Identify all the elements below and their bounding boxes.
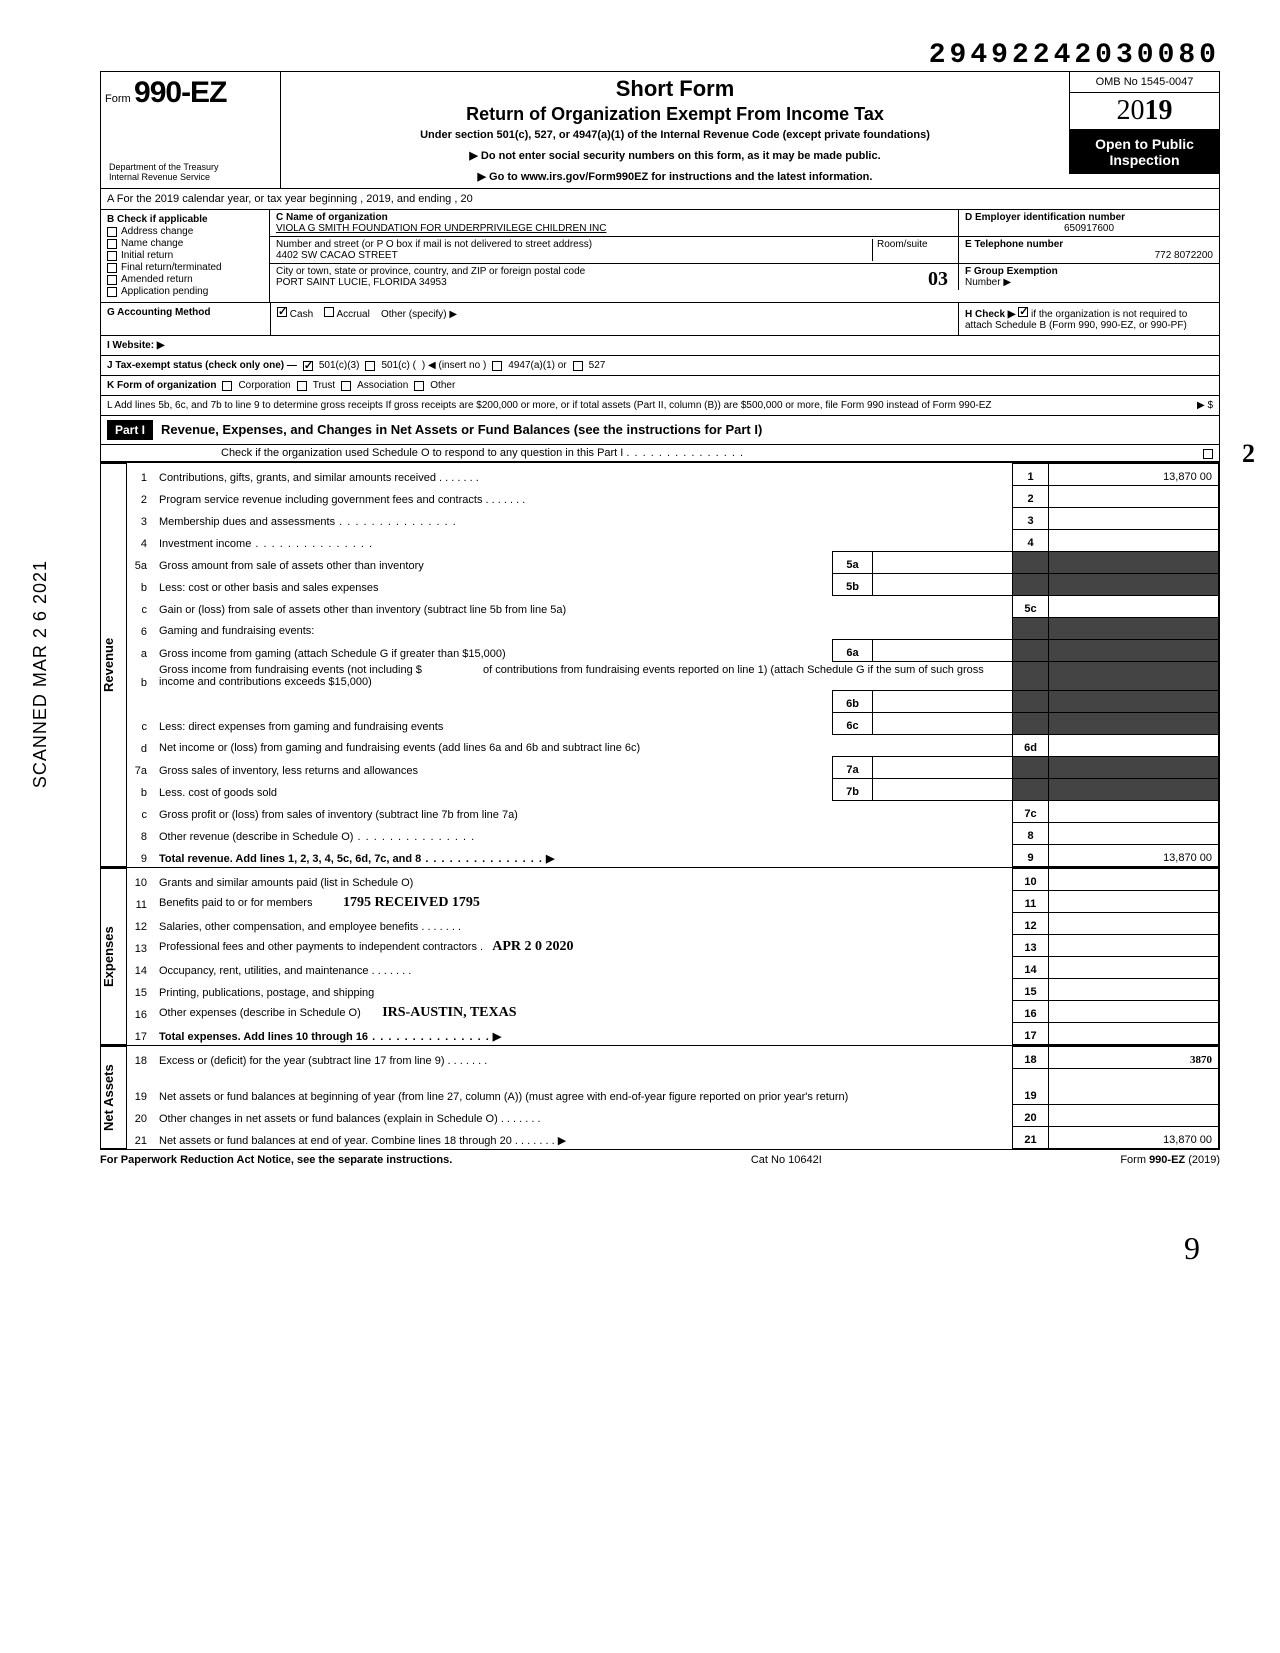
label-e: E Telephone number [965, 239, 1213, 250]
line-g-h: G Accounting Method Cash Accrual Other (… [100, 303, 1220, 336]
part-1-check-text: Check if the organization used Schedule … [221, 447, 623, 459]
footer-mid: Cat No 10642I [751, 1154, 822, 1166]
label-addr: Number and street (or P O box if mail is… [276, 239, 872, 250]
footer-right: Form 990-EZ (2019) [1120, 1154, 1220, 1166]
dept-label: Department of the Treasury [109, 162, 268, 172]
handwritten-2: 2 [1242, 439, 1255, 469]
line-k: K Form of organization Corporation Trust… [100, 376, 1220, 396]
chk-501c[interactable] [365, 361, 375, 371]
expenses-section: Expenses 10Grants and similar amounts pa… [100, 868, 1220, 1046]
stamp-date: APR 2 0 2020 [492, 939, 573, 954]
telephone-value: 772 8072200 [965, 250, 1213, 261]
line-j: J Tax-exempt status (check only one) — 5… [100, 356, 1220, 376]
chk-h[interactable] [1018, 307, 1028, 317]
form-number: 990-EZ [134, 76, 226, 110]
chk-501c3[interactable] [303, 361, 313, 371]
section-b: B Check if applicable Address change Nam… [100, 210, 270, 303]
ein-value: 650917600 [965, 223, 1213, 234]
chk-initial-return[interactable] [107, 251, 117, 261]
label-c: C Name of organization [276, 212, 952, 223]
chk-amended-return[interactable] [107, 275, 117, 285]
net-assets-section: Net Assets 18Excess or (deficit) for the… [100, 1046, 1220, 1150]
line-a: A For the 2019 calendar year, or tax yea… [100, 189, 1220, 210]
chk-corp[interactable] [222, 381, 232, 391]
main-title: Return of Organization Exempt From Incom… [289, 104, 1061, 125]
room-suite-label: Room/suite [872, 239, 952, 261]
stamp-received: 1795 RECEIVED 1795 [343, 895, 480, 910]
part-1: Part I Revenue, Expenses, and Changes in… [100, 416, 1220, 463]
document-id: 29492242030080 [100, 40, 1220, 71]
label-d: D Employer identification number [965, 212, 1213, 223]
chk-cash[interactable] [277, 307, 287, 317]
org-name: VIOLA G SMITH FOUNDATION FOR UNDERPRIVIL… [276, 223, 952, 234]
scanned-stamp: SCANNED MAR 2 6 2021 [30, 560, 51, 788]
chk-527[interactable] [573, 361, 583, 371]
chk-name-change[interactable] [107, 239, 117, 249]
part-1-title: Revenue, Expenses, and Changes in Net As… [161, 422, 762, 437]
arrow-line-2: ▶ Go to www.irs.gov/Form990EZ for instru… [289, 170, 1061, 183]
subtitle: Under section 501(c), 527, or 4947(a)(1)… [289, 129, 1061, 141]
arrow-line-1: ▶ Do not enter social security numbers o… [289, 149, 1061, 162]
line-i: I Website: ▶ [100, 336, 1220, 356]
short-form-title: Short Form [289, 76, 1061, 102]
revenue-section: Revenue 1Contributions, gifts, grants, a… [100, 463, 1220, 868]
irs-label: Internal Revenue Service [109, 172, 268, 182]
chk-accrual[interactable] [324, 307, 334, 317]
val-1: 13,870 00 [1049, 464, 1219, 486]
handwritten-03: 03 [928, 268, 948, 291]
open-to-public: Open to Public Inspection [1070, 130, 1219, 174]
footer: For Paperwork Reduction Act Notice, see … [100, 1150, 1220, 1170]
part-1-label: Part I [107, 420, 153, 440]
stamp-irs-austin: IRS-AUSTIN, TEXAS [382, 1005, 516, 1020]
street-address: 4402 SW CACAO STREET [276, 250, 872, 261]
line-g-label: G Accounting Method [101, 303, 271, 335]
label-city: City or town, state or province, country… [276, 266, 952, 277]
label-f2: Number ▶ [965, 277, 1213, 288]
val-9: 13,870 00 [1049, 845, 1219, 867]
val-18: 3870 [1049, 1047, 1219, 1069]
omb-number: OMB No 1545-0047 [1070, 72, 1219, 93]
footer-left: For Paperwork Reduction Act Notice, see … [100, 1154, 452, 1166]
chk-final-return[interactable] [107, 263, 117, 273]
chk-schedule-o[interactable] [1203, 449, 1213, 459]
chk-assoc[interactable] [341, 381, 351, 391]
form-prefix: Form [105, 93, 131, 105]
chk-application-pending[interactable] [107, 287, 117, 297]
chk-4947[interactable] [492, 361, 502, 371]
page-number: 9 [100, 1230, 1220, 1267]
section-b-heading: B Check if applicable [107, 214, 263, 225]
line-l: L Add lines 5b, 6c, and 7b to line 9 to … [100, 396, 1220, 416]
net-assets-label: Net Assets [101, 1046, 127, 1149]
city-value: PORT SAINT LUCIE, FLORIDA 34953 [276, 277, 952, 288]
chk-trust[interactable] [297, 381, 307, 391]
val-21: 13,870 00 [1049, 1127, 1219, 1149]
label-f: F Group Exemption [965, 266, 1213, 277]
form-header: Form 990-EZ Department of the Treasury I… [100, 71, 1220, 189]
section-bcdef: B Check if applicable Address change Nam… [100, 210, 1220, 303]
expenses-label: Expenses [101, 868, 127, 1045]
chk-address-change[interactable] [107, 227, 117, 237]
revenue-label: Revenue [101, 463, 127, 867]
tax-year: 2019 [1070, 93, 1219, 130]
chk-other[interactable] [414, 381, 424, 391]
